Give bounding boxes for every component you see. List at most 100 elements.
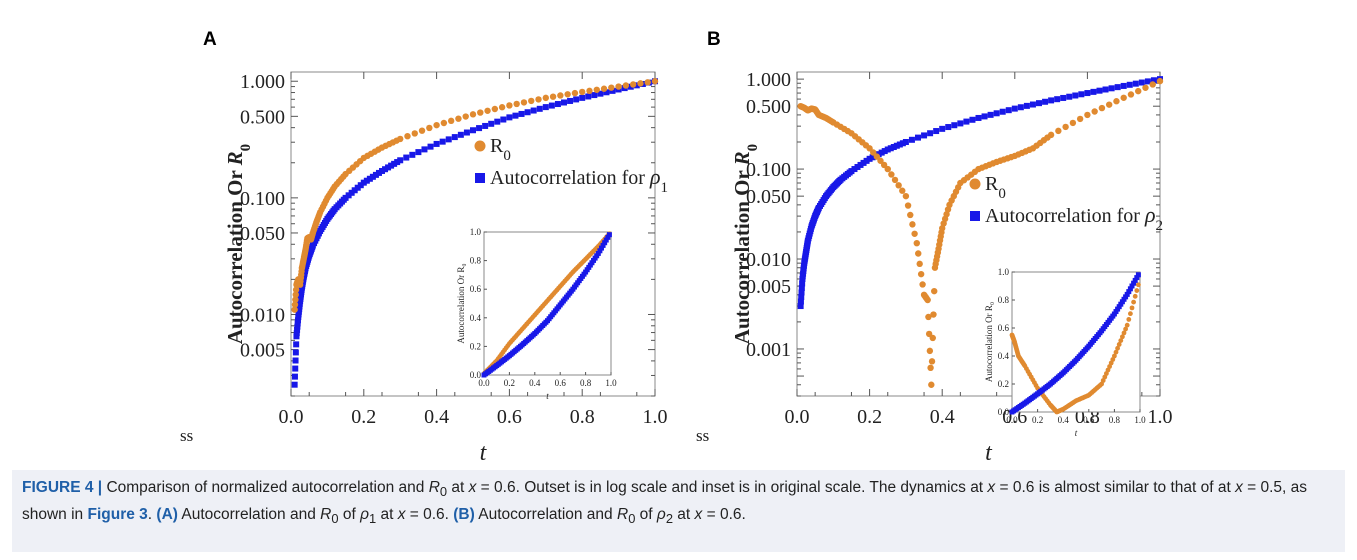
legend-r0-label: R0 <box>490 135 511 164</box>
r0-point <box>1127 91 1135 98</box>
r0-point <box>880 161 888 169</box>
y-tick-label: 0.010 <box>746 249 791 271</box>
r0-point <box>989 160 997 167</box>
caption-sym: R <box>616 506 629 524</box>
autocorr-point <box>633 82 640 89</box>
autocorr-point <box>293 330 300 337</box>
r0-point <box>608 84 615 91</box>
r0-point <box>919 281 926 288</box>
r0-point <box>1098 104 1106 112</box>
inset-y-tick-label: 0.8 <box>998 295 1010 305</box>
autocorr-point <box>1108 85 1115 92</box>
r0-point <box>1062 123 1069 131</box>
autocorr-point <box>951 122 958 129</box>
inset-y-tick-label: 0.6 <box>998 323 1010 333</box>
r0-point <box>931 287 938 295</box>
r0-point <box>292 286 300 293</box>
inset-y-tick-label: 0.6 <box>470 284 482 294</box>
inset-x-label: t <box>546 391 549 401</box>
r0-point <box>557 92 564 99</box>
autocorr-point <box>294 326 301 333</box>
x-tick-label: 0.0 <box>279 406 304 428</box>
autocorr-point <box>366 175 373 182</box>
inset-x-tick-label: 0.2 <box>1032 415 1043 425</box>
caption-sym: x <box>694 506 703 524</box>
r0-point <box>462 113 469 120</box>
r0-point <box>1026 146 1033 154</box>
caption-sym: x <box>397 506 406 524</box>
autocorr-point <box>302 266 309 273</box>
autocorr-point <box>1102 86 1109 93</box>
caption-text: = 0.6. Outset is in log scale and inset … <box>476 479 988 496</box>
inset-autocorr-point <box>1132 277 1138 283</box>
caption-sym-sub: 0 <box>439 484 448 500</box>
caption-sym: x <box>987 479 996 496</box>
autocorr-point <box>893 142 900 149</box>
autocorr-point <box>887 145 894 152</box>
caption-text: at <box>376 506 398 524</box>
inset-r0-point <box>1113 349 1119 355</box>
inset-r0-point <box>1131 299 1136 305</box>
autocorr-point <box>1120 82 1127 89</box>
autocorr-point <box>854 163 861 170</box>
legend-r0-marker <box>474 140 486 152</box>
autocorr-point <box>866 155 873 162</box>
autocorr-point <box>851 166 858 173</box>
inset-r0-point <box>1124 322 1130 328</box>
autocorr-point <box>351 187 358 194</box>
autocorr-point <box>609 87 616 94</box>
autocorr-point <box>451 134 458 141</box>
autocorr-point <box>292 357 299 364</box>
caption-figure-label: FIGURE 4 | <box>22 479 103 496</box>
caption-figure-ref[interactable]: Figure 3 <box>87 506 148 524</box>
r0-point <box>615 83 622 90</box>
r0-point <box>484 107 491 114</box>
inset-autocorr-point <box>1134 275 1140 281</box>
inset-r0-point <box>1129 305 1135 311</box>
y-axis-label: Autocorrelation Or R0 <box>730 144 761 344</box>
r0-point <box>564 91 571 98</box>
r0-point <box>586 87 593 95</box>
y-tick-label: 0.005 <box>240 340 285 362</box>
r0-point <box>913 239 920 247</box>
autocorr-point <box>409 151 416 158</box>
y-tick-label: 0.500 <box>746 96 791 118</box>
autocorr-point <box>554 101 561 108</box>
inset-x-tick-label: 1.0 <box>1134 415 1146 425</box>
autocorr-point <box>1144 78 1151 85</box>
autocorr-point <box>291 381 298 388</box>
r0-point <box>884 165 891 173</box>
inset-frame <box>1011 271 1141 413</box>
r0-point <box>915 250 922 257</box>
y-tick-label: 0.050 <box>240 223 285 245</box>
autocorr-point <box>330 207 337 214</box>
r0-point <box>513 100 520 108</box>
inset-autocorr-point <box>600 242 606 248</box>
autocorr-point <box>293 333 300 340</box>
r0-point <box>506 102 513 109</box>
autocorr-point <box>369 173 376 180</box>
y-tick-label: 0.010 <box>240 304 285 326</box>
inset-x-tick-label: 0.2 <box>504 378 515 388</box>
autocorr-point <box>975 114 982 121</box>
autocorr-point <box>799 280 806 287</box>
autocorr-point <box>482 122 489 129</box>
autocorr-point <box>1017 104 1024 111</box>
autocorr-point <box>890 144 897 151</box>
caption-sym-sub: 0 <box>628 511 636 527</box>
inset-x-label: t <box>1075 428 1078 438</box>
inset-autocorr-point <box>1127 286 1133 292</box>
inset-r0-point <box>1128 311 1133 317</box>
autocorr-point <box>1090 88 1097 95</box>
autocorr-point <box>1011 105 1018 112</box>
inset-y-tick-label: 0.0 <box>470 370 482 380</box>
r0-point <box>1120 94 1127 101</box>
r0-point <box>433 121 440 129</box>
inset-autocorr-point <box>595 250 601 256</box>
autocorr-point <box>1096 87 1103 94</box>
inset-autocorr-point <box>1124 291 1130 297</box>
autocorr-point <box>354 184 361 191</box>
autocorr-point <box>348 189 355 196</box>
x-tick-label: 0.4 <box>424 406 449 428</box>
